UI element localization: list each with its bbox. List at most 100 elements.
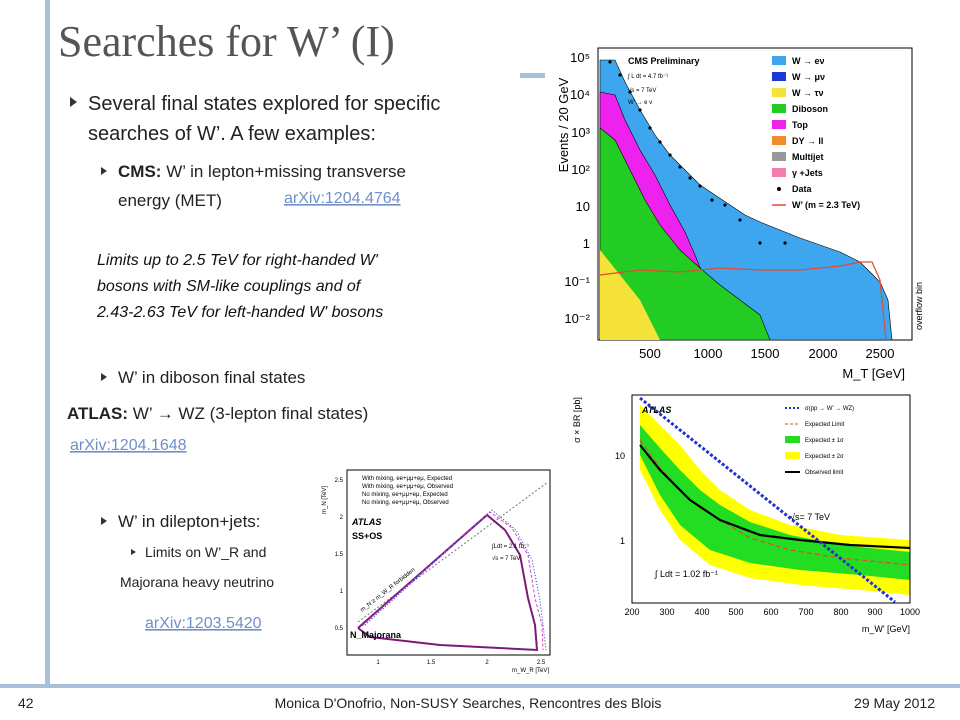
bullet-text: CMS: W’ in lepton+missing transverse bbox=[118, 162, 406, 181]
plot-lumi: ∫ L dt = 4.7 fb⁻¹ bbox=[627, 73, 668, 80]
y-axis-title: Events / 20 GeV bbox=[556, 77, 571, 172]
legend-label: With mixing, ee+μμ+eμ, Expected bbox=[362, 476, 452, 482]
legend-label: σ(pp → W’ → WZ) bbox=[805, 406, 854, 412]
legend-swatch bbox=[772, 136, 786, 145]
footer-text: Monica D'Onofrio, Non-SUSY Searches, Ren… bbox=[275, 695, 662, 711]
legend-label: DY → ll bbox=[792, 136, 823, 146]
bullet-text: searches of W’. A few examples: bbox=[88, 123, 376, 145]
signal-line bbox=[599, 261, 887, 341]
legend-swatch bbox=[772, 56, 786, 65]
contour-observed bbox=[357, 513, 539, 652]
legend-swatch bbox=[785, 452, 800, 459]
y-tick-label: 10⁻¹ bbox=[564, 274, 590, 289]
legend-swatch bbox=[772, 88, 786, 97]
legend-label: No mixing, ee+μμ+eμ, Expected bbox=[362, 492, 448, 498]
x-tick-label: 2500 bbox=[866, 346, 895, 361]
bullet-text: W’ in diboson final states bbox=[118, 368, 305, 387]
cms-figure: 10⁵ 10⁴ 10³ 10² 10 1 10⁻¹ 10⁻² 500 1000 … bbox=[545, 40, 960, 385]
plot-lumi: ∫ Ldt = 1.02 fb⁻¹ bbox=[654, 569, 718, 579]
legend-label: W → μν bbox=[792, 72, 825, 82]
legend-label: Expected Limit bbox=[805, 422, 845, 428]
mn-figure: With mixing, ee+μμ+eμ, Expected With mix… bbox=[314, 464, 556, 674]
x-tick-label: 200 bbox=[624, 607, 639, 617]
plot-frame bbox=[346, 469, 551, 656]
plot-energy: √s = 7 TeV bbox=[492, 555, 520, 562]
x-tick-label: 500 bbox=[639, 346, 661, 361]
legend-swatch bbox=[785, 436, 800, 443]
bullet-text: W’ in dilepton+jets: bbox=[118, 512, 261, 531]
legend-swatch bbox=[777, 187, 781, 191]
y-tick-label: 2 bbox=[340, 515, 344, 521]
bottom-bar bbox=[0, 684, 960, 688]
y-axis-title: σ × BR [pb] bbox=[572, 397, 582, 443]
legend-label: γ +Jets bbox=[792, 168, 823, 178]
legend-swatch bbox=[772, 104, 786, 113]
left-bar bbox=[45, 0, 50, 688]
legend-label: Data bbox=[792, 184, 813, 194]
x-axis-title: M_T [GeV] bbox=[842, 366, 905, 381]
legend-swatch bbox=[772, 72, 786, 81]
x-tick-label: 400 bbox=[694, 607, 709, 617]
legend-label: W’ (m = 2.3 TeV) bbox=[792, 200, 860, 210]
y-tick-label: 0.5 bbox=[335, 626, 344, 632]
bullet bbox=[101, 373, 107, 381]
x-tick-label: 500 bbox=[728, 607, 743, 617]
bullet-text: ATLAS: W’ → WZ (3-lepton final states) bbox=[67, 404, 368, 423]
legend-label: W → eν bbox=[792, 56, 825, 66]
atlas-figure: 10 1 200 300 400 500 600 700 800 900 100… bbox=[567, 386, 960, 666]
x-axis-title: m_W_R [TeV] bbox=[512, 668, 549, 674]
y-tick-label: 2.5 bbox=[335, 478, 344, 484]
bullet-text: Majorana heavy neutrino bbox=[120, 574, 274, 590]
x-tick-label: 800 bbox=[833, 607, 848, 617]
plot-label: ATLAS bbox=[351, 517, 381, 527]
link[interactable]: arXiv:1204.4764 bbox=[284, 190, 401, 207]
plot-label: ATLAS bbox=[641, 405, 671, 415]
y-tick-label: 1 bbox=[620, 536, 625, 546]
contour-nomix bbox=[364, 509, 547, 651]
y-tick-label: 10² bbox=[571, 162, 590, 177]
legend-label: Expected ± 2σ bbox=[805, 454, 844, 460]
legend-label: Expected ± 1σ bbox=[805, 438, 844, 444]
plot-lumi: ∫Ldt = 2.1 fb⁻¹ bbox=[491, 543, 529, 550]
bullet-text: Several final states explored for specif… bbox=[88, 93, 440, 115]
observed-line bbox=[639, 444, 911, 550]
hist-wtaunu bbox=[600, 250, 660, 340]
bullet bbox=[101, 167, 107, 175]
x-tick-label: 1 bbox=[376, 660, 380, 666]
text: W’ → WZ (3-lepton final states) bbox=[133, 404, 369, 423]
y-tick-label: 10³ bbox=[571, 125, 590, 140]
x-tick-label: 1500 bbox=[751, 346, 780, 361]
x-tick-label: 1000 bbox=[694, 346, 723, 361]
x-tick-label: 2.5 bbox=[537, 660, 546, 666]
legend-swatch bbox=[772, 120, 786, 129]
theory-line bbox=[639, 396, 896, 604]
plot-channel: W’ → e ν bbox=[628, 100, 652, 106]
x-tick-label: 1.5 bbox=[427, 660, 436, 666]
link[interactable]: arXiv:1203.5420 bbox=[145, 615, 262, 632]
y-axis-title: m_N [TeV] bbox=[322, 486, 328, 514]
plot-particle: N_Majorana bbox=[350, 630, 402, 640]
bold-label: CMS: bbox=[118, 162, 161, 181]
y-tick-label: 10⁴ bbox=[570, 87, 590, 102]
band-1sigma bbox=[640, 425, 910, 580]
y-tick-label: 10 bbox=[615, 451, 625, 461]
x-tick-label: 900 bbox=[867, 607, 882, 617]
x-tick-label: 2000 bbox=[809, 346, 838, 361]
x-tick-label: 600 bbox=[763, 607, 778, 617]
y-tick-label: 1 bbox=[583, 236, 590, 251]
legend-label: Observed limit bbox=[805, 470, 844, 476]
plot-energy: √s = 7 TeV bbox=[628, 87, 656, 94]
legend-label: Multijet bbox=[792, 152, 824, 162]
legend-label: Top bbox=[792, 120, 808, 130]
link[interactable]: arXiv:1204.1648 bbox=[70, 437, 187, 454]
legend-label: Diboson bbox=[792, 104, 828, 114]
x-tick-label: 700 bbox=[798, 607, 813, 617]
legend-swatch bbox=[772, 168, 786, 177]
note: bosons with SM-like couplings and of bbox=[97, 278, 362, 295]
plot-selection: SS+OS bbox=[352, 531, 382, 541]
y-tick-label: 10⁻² bbox=[564, 311, 590, 326]
figure-bg bbox=[314, 464, 556, 666]
text: W’ in lepton+missing transverse bbox=[166, 162, 406, 181]
bullet bbox=[131, 549, 136, 555]
